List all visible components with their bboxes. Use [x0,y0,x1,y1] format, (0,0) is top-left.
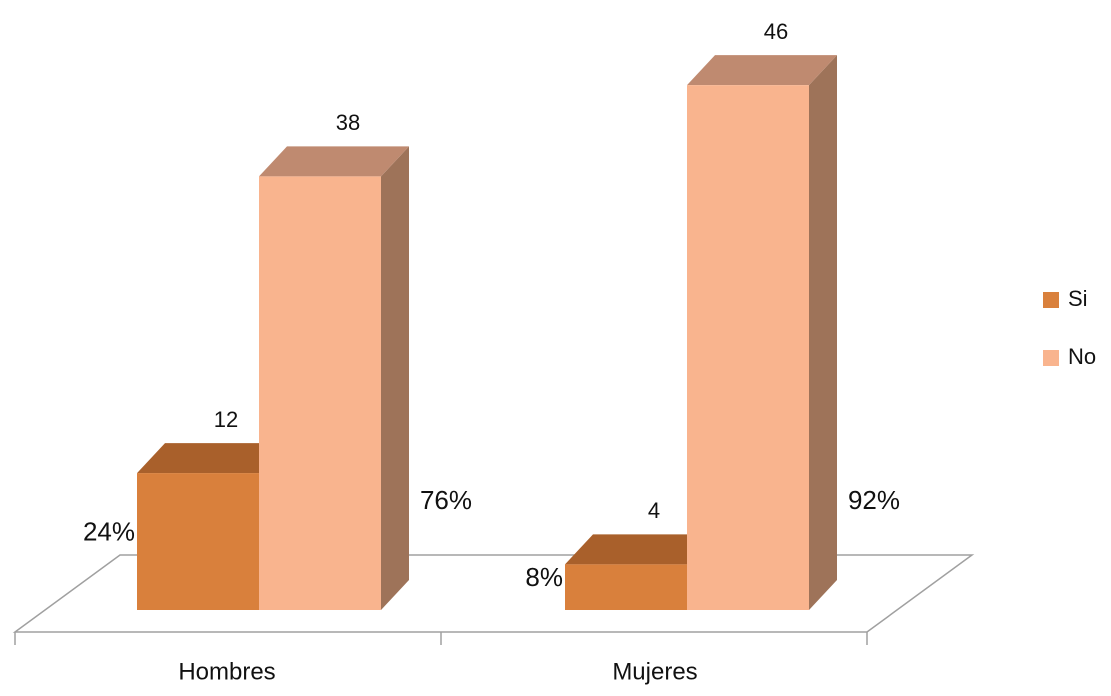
legend-swatch [1043,350,1059,366]
percent-label: 8% [525,562,563,592]
data-label: 4 [648,498,660,523]
data-label: 38 [336,110,360,135]
data-label: 46 [764,19,788,44]
x-tick-label: Mujeres [612,658,697,685]
bar [137,473,259,610]
bar-top [137,443,287,474]
bar-side [809,55,837,610]
bar-top [687,55,837,86]
legend-label: Si [1068,286,1088,311]
bar-side [381,146,409,611]
data-label: 12 [214,407,238,432]
legend-label: No [1068,344,1096,369]
percent-label: 24% [83,516,135,546]
bar [565,564,687,610]
bar [259,176,381,611]
bar-top [565,534,715,565]
bar [687,85,809,610]
x-tick-label: Hombres [178,658,275,685]
bar-top [259,146,409,177]
legend-swatch [1043,292,1059,308]
percent-label: 76% [420,485,472,515]
percent-label: 92% [848,485,900,515]
